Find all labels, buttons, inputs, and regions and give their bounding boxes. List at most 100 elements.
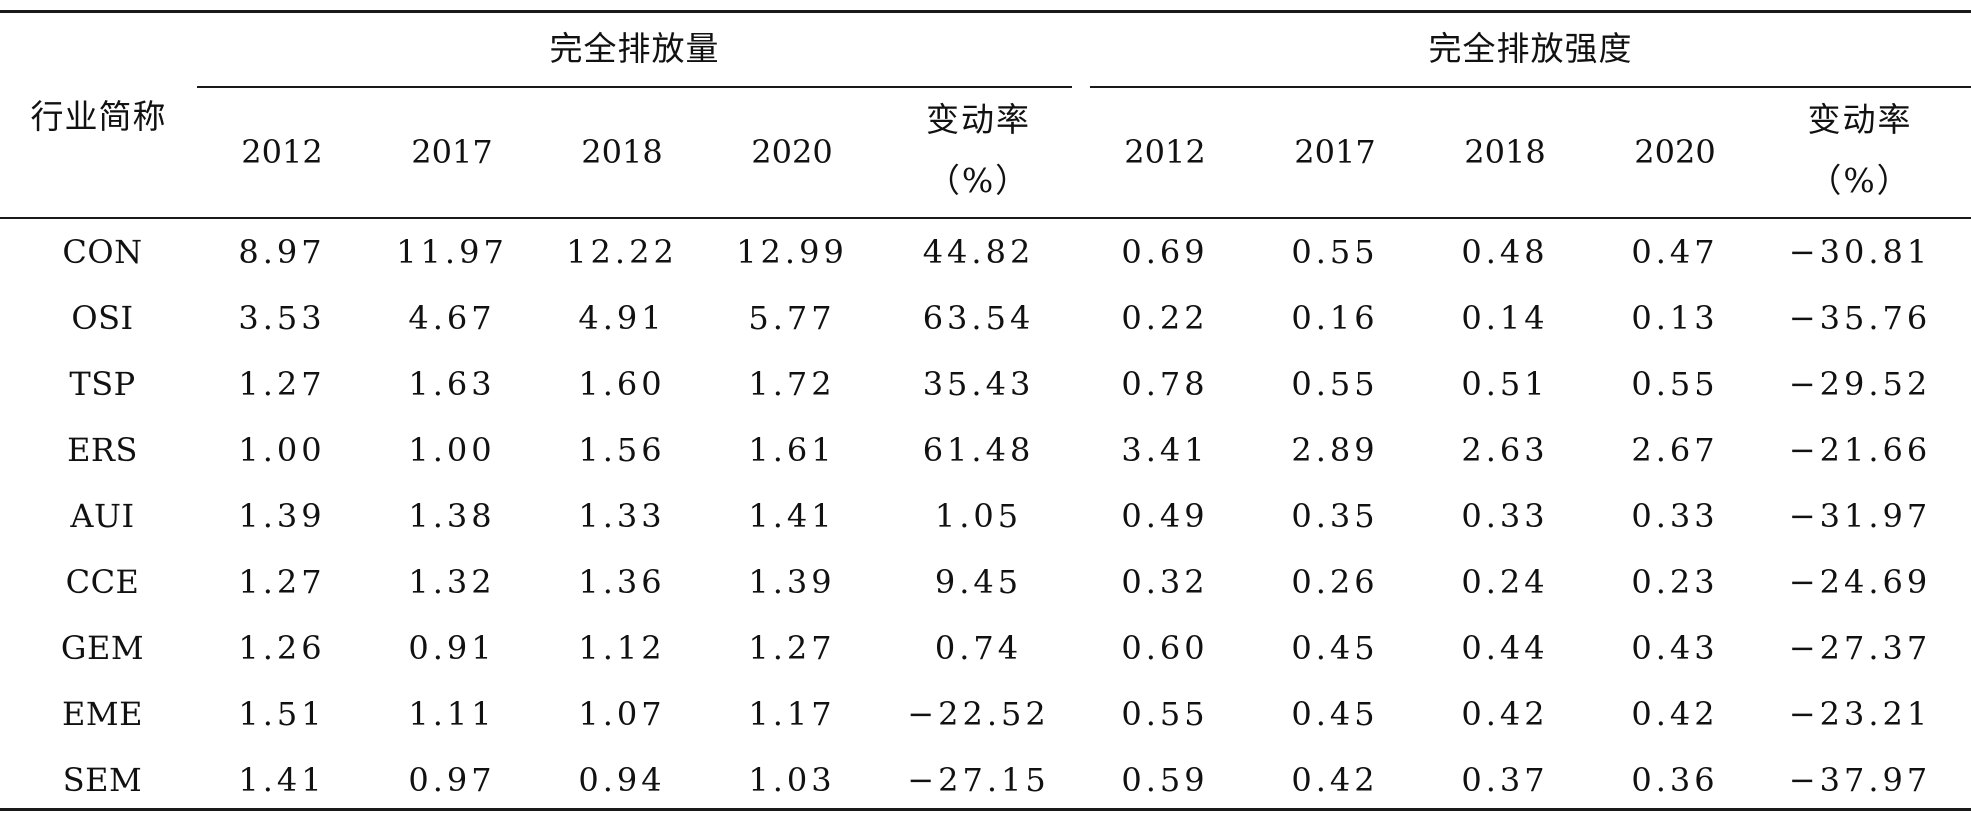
- table-cell: 0.69: [1121, 233, 1209, 271]
- col-header-rate-unit: （%）: [1808, 161, 1912, 200]
- table-cell: 0.44: [1461, 629, 1549, 667]
- table-cell: 0.43: [1631, 629, 1719, 667]
- table-cell: 0.26: [1291, 563, 1379, 601]
- table-cell: 1.51: [238, 695, 326, 733]
- table-cell: 0.42: [1291, 761, 1379, 799]
- table-row: SEM 1.41 0.97 0.94 1.03 −27.15 0.59 0.42…: [0, 747, 1971, 813]
- group-rule-emissions: [197, 86, 1072, 88]
- table-row: GEM 1.26 0.91 1.12 1.27 0.74 0.60 0.45 0…: [0, 615, 1971, 681]
- table-row: EME 1.51 1.11 1.07 1.17 −22.52 0.55 0.45…: [0, 681, 1971, 747]
- table-cell: 0.47: [1631, 233, 1719, 271]
- table-cell: −24.69: [1788, 563, 1932, 601]
- table-cell: 0.48: [1461, 233, 1549, 271]
- col-header-year: 2020: [751, 133, 833, 171]
- table-cell: 2.67: [1631, 431, 1719, 469]
- col-header-rate-unit: （%）: [926, 161, 1031, 200]
- table-cell: 12.99: [736, 233, 848, 271]
- group-title-intensity: 完全排放强度: [1428, 29, 1633, 68]
- table-cell: 1.05: [934, 497, 1023, 535]
- table-cell: 1.27: [238, 563, 326, 601]
- table-cell: 63.54: [922, 299, 1035, 337]
- table-cell: 1.07: [578, 695, 666, 733]
- table-cell: 0.78: [1121, 365, 1209, 403]
- table-cell: 0.16: [1291, 299, 1379, 337]
- table-cell: 1.41: [238, 761, 326, 799]
- table-cell: 0.42: [1631, 695, 1719, 733]
- table-cell: 9.45: [934, 563, 1023, 601]
- table-cell: −21.66: [1788, 431, 1932, 469]
- table-cell: 0.24: [1461, 563, 1549, 601]
- table-row: CON 8.97 11.97 12.22 12.99 44.82 0.69 0.…: [0, 219, 1971, 285]
- table-cell: 12.22: [566, 233, 678, 271]
- table-cell: 0.13: [1631, 299, 1719, 337]
- table-cell: 1.32: [408, 563, 496, 601]
- row-name: SEM: [62, 761, 143, 799]
- table-cell: 0.42: [1461, 695, 1549, 733]
- row-name: EME: [62, 695, 143, 733]
- table-cell: 0.45: [1291, 629, 1379, 667]
- row-name: TSP: [69, 365, 136, 403]
- table-cell: 3.53: [238, 299, 326, 337]
- table-cell: 0.22: [1121, 299, 1209, 337]
- row-header-label: 行业简称: [30, 97, 167, 136]
- table-cell: 1.00: [408, 431, 496, 469]
- table-cell: 0.91: [408, 629, 496, 667]
- table-cell: 8.97: [238, 233, 326, 271]
- table-cell: 0.23: [1631, 563, 1719, 601]
- header-rule: [0, 217, 1971, 219]
- table-cell: 35.43: [922, 365, 1035, 403]
- col-header-year: 2012: [241, 133, 323, 171]
- table-cell: 1.11: [408, 695, 496, 733]
- table-cell: 2.89: [1291, 431, 1379, 469]
- table-cell: 0.37: [1461, 761, 1549, 799]
- table-cell: −35.76: [1788, 299, 1932, 337]
- table-cell: −31.97: [1788, 497, 1932, 535]
- table-cell: 4.67: [408, 299, 496, 337]
- table-cell: 3.41: [1121, 431, 1209, 469]
- table-cell: 1.36: [578, 563, 666, 601]
- group-title-emissions: 完全排放量: [549, 29, 720, 68]
- table-cell: 0.59: [1121, 761, 1209, 799]
- table-cell: 1.38: [408, 497, 496, 535]
- table-cell: 0.97: [408, 761, 496, 799]
- table-cell: 0.32: [1121, 563, 1209, 601]
- table-cell: 0.33: [1631, 497, 1719, 535]
- table-cell: 2.63: [1461, 431, 1549, 469]
- table-cell: 4.91: [578, 299, 666, 337]
- table-cell: 1.72: [748, 365, 836, 403]
- table-row: TSP 1.27 1.63 1.60 1.72 35.43 0.78 0.55 …: [0, 351, 1971, 417]
- table-cell: −22.52: [907, 695, 1050, 733]
- table-cell: 0.60: [1121, 629, 1209, 667]
- table-cell: 1.03: [748, 761, 836, 799]
- group-rule-intensity: [1090, 86, 1971, 88]
- table-cell: 1.60: [578, 365, 666, 403]
- table-cell: 0.55: [1631, 365, 1719, 403]
- row-name: CCE: [65, 563, 140, 601]
- row-name: OSI: [71, 299, 134, 337]
- col-header-year: 2017: [411, 133, 493, 171]
- table-cell: 1.27: [748, 629, 836, 667]
- table-row: OSI 3.53 4.67 4.91 5.77 63.54 0.22 0.16 …: [0, 285, 1971, 351]
- table-cell: 0.94: [578, 761, 666, 799]
- table-cell: 0.33: [1461, 497, 1549, 535]
- table-cell: 1.33: [578, 497, 666, 535]
- table-cell: −23.21: [1788, 695, 1932, 733]
- table-cell: −27.37: [1788, 629, 1932, 667]
- table-cell: 61.48: [922, 431, 1035, 469]
- table-cell: 0.74: [934, 629, 1023, 667]
- col-header-year: 2012: [1124, 133, 1206, 171]
- table-cell: 0.55: [1121, 695, 1209, 733]
- table-cell: 1.41: [748, 497, 836, 535]
- table-row: CCE 1.27 1.32 1.36 1.39 9.45 0.32 0.26 0…: [0, 549, 1971, 615]
- table-cell: 0.36: [1631, 761, 1719, 799]
- table-cell: 5.77: [748, 299, 836, 337]
- table-cell: −30.81: [1788, 233, 1932, 271]
- table-cell: 1.27: [238, 365, 326, 403]
- table-cell: 0.55: [1291, 233, 1379, 271]
- table-cell: 0.35: [1291, 497, 1379, 535]
- table-cell: 1.12: [578, 629, 666, 667]
- table-cell: 44.82: [922, 233, 1035, 271]
- table-cell: 1.00: [238, 431, 326, 469]
- table-row: ERS 1.00 1.00 1.56 1.61 61.48 3.41 2.89 …: [0, 417, 1971, 483]
